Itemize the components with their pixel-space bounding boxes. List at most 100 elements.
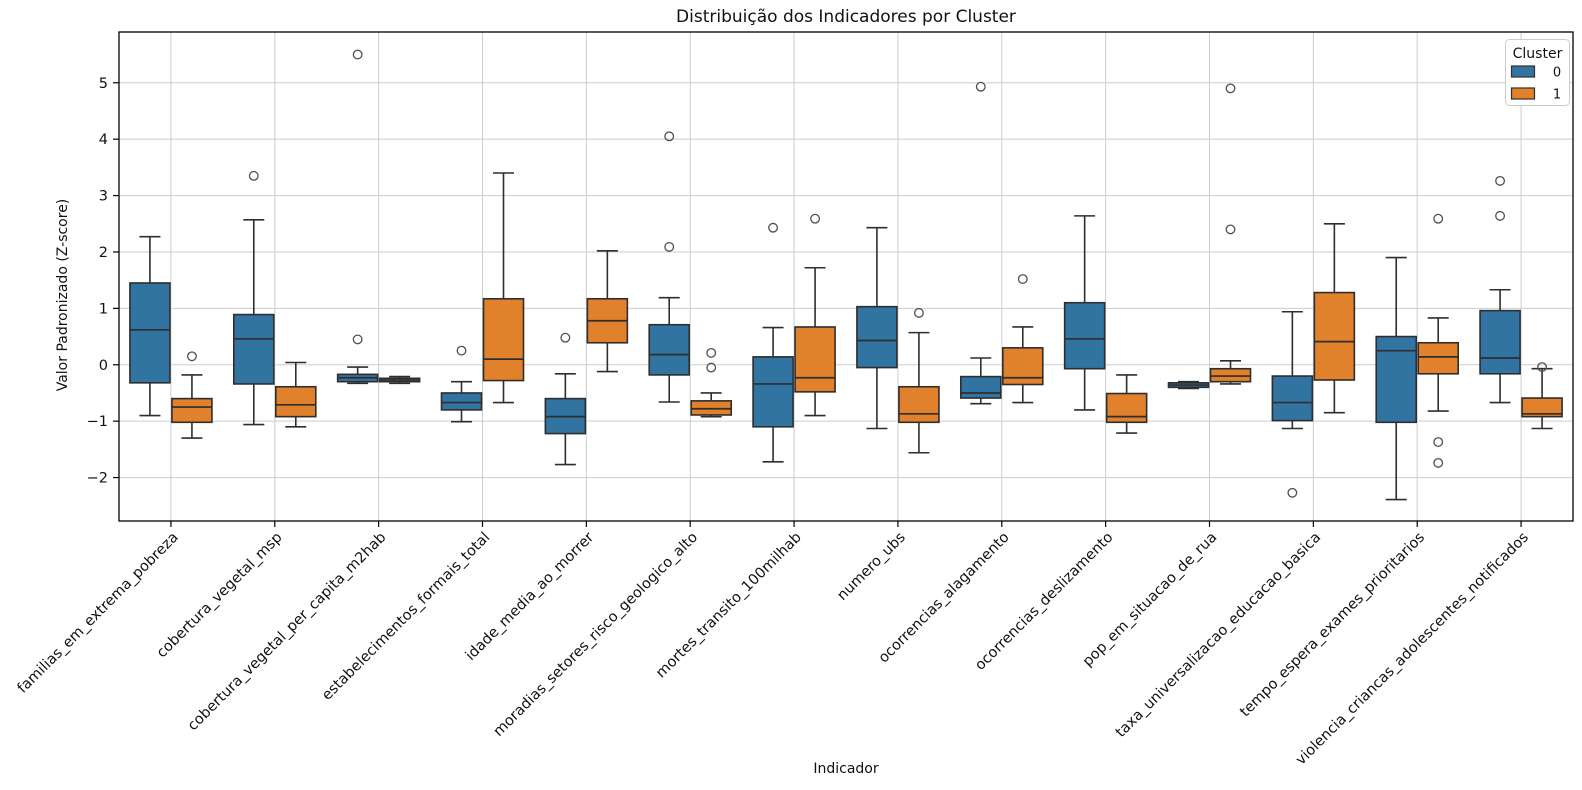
box-cluster0-ocorrencias_deslizamento [1063, 215, 1106, 411]
outlier-point [810, 213, 821, 224]
iqr-box [1001, 347, 1044, 386]
iqr-box [856, 305, 898, 369]
outlier-point [913, 307, 924, 318]
outlier-point [248, 170, 259, 181]
iqr-box [959, 375, 1002, 399]
x-axis: familias_em_extrema_pobrezacobertura_veg… [15, 521, 1532, 768]
box-cluster0-cobertura_vegetal_per_capita_m2hab [336, 49, 379, 385]
iqr-box [482, 297, 525, 382]
box-cluster1-estabelecimentos_formais_total [482, 172, 525, 404]
outlier-point [1225, 224, 1236, 235]
box-cluster1-familias_em_extrema_pobreza [171, 351, 213, 439]
legend-title: Cluster [1513, 46, 1563, 62]
outlier-point [186, 351, 197, 362]
y-tick-label: 0 [99, 358, 108, 374]
outlier-point [1495, 175, 1506, 186]
y-axis: 5 4 3 2 1 0 −1 −2 [87, 76, 119, 487]
box-cluster0-cobertura_vegetal_msp [232, 170, 275, 426]
outlier-point [1433, 437, 1444, 447]
box-cluster0-tempo_espera_exames_prioritarios [1375, 256, 1418, 501]
box-cluster0-mortes_transito_100milhab [752, 222, 794, 463]
x-tick-label: estabelecimentos_formais_total [319, 530, 493, 704]
outlier-point [352, 49, 363, 60]
box-cluster0-idade_media_ao_morrer [544, 332, 587, 466]
outlier-point [1433, 457, 1444, 468]
y-tick-label: 1 [99, 301, 108, 317]
box-cluster0-numero_ubs [856, 226, 898, 430]
iqr-box [1271, 375, 1314, 422]
outlier-point [560, 332, 571, 343]
x-tick-label: numero_ubs [834, 530, 908, 604]
iqr-box [1313, 291, 1356, 381]
iqr-box [171, 397, 213, 424]
box-cluster0-pop_em_situacao_de_rua [1167, 380, 1210, 390]
outlier-point [1537, 362, 1548, 372]
outlier-point [456, 345, 467, 356]
box-cluster1-ocorrencias_alagamento [1001, 274, 1044, 404]
legend-swatch-cluster-1 [1510, 87, 1536, 100]
box-groups [129, 49, 1563, 501]
outlier-point [1433, 213, 1444, 224]
box-cluster1-cobertura_vegetal_msp [274, 361, 317, 428]
box-cluster1-moradias_setores_risco_geologico_alto [690, 347, 733, 418]
iqr-box [1521, 397, 1563, 418]
outlier-point [1287, 487, 1298, 498]
box-cluster0-ocorrencias_alagamento [959, 81, 1002, 405]
outlier-point [706, 347, 717, 358]
iqr-box [1063, 301, 1106, 370]
iqr-box [1417, 341, 1460, 375]
box-cluster0-moradias_setores_risco_geologico_alto [648, 131, 691, 403]
outlier-point [1225, 83, 1236, 94]
legend-label-cluster-0: 0 [1553, 66, 1561, 81]
outlier-point [1017, 274, 1028, 284]
box-cluster1-tempo_espera_exames_prioritarios [1417, 213, 1460, 468]
y-tick-label: 2 [99, 245, 108, 261]
legend-label-cluster-1: 1 [1553, 88, 1561, 103]
outlier-point [768, 222, 779, 233]
x-tick-label: familias_em_extrema_pobreza [15, 530, 182, 697]
chart-title: Distribuição dos Indicadores por Cluster [676, 7, 1016, 27]
x-tick-label: violencia_criancas_adolescentes_notifica… [1293, 530, 1532, 769]
x-tick-label: taxa_universalizacao_educacao_basica [1113, 530, 1324, 741]
box-cluster1-cobertura_vegetal_per_capita_m2hab [378, 375, 421, 385]
iqr-box [1105, 392, 1148, 424]
iqr-box [129, 282, 171, 384]
legend: Cluster 0 1 [1505, 39, 1570, 106]
box-cluster1-numero_ubs [898, 307, 940, 454]
box-cluster1-mortes_transito_100milhab [794, 213, 836, 417]
box-cluster0-familias_em_extrema_pobreza [129, 235, 171, 417]
outlier-point [352, 334, 363, 345]
x-tick-label: cobertura_vegetal_per_capita_m2hab [185, 530, 390, 735]
iqr-box [440, 392, 483, 411]
y-tick-label: 4 [99, 132, 108, 148]
legend-swatch-cluster-0 [1510, 65, 1536, 78]
box-cluster1-violencia_criancas_adolescentes_notificados [1521, 362, 1563, 430]
outlier-point [664, 241, 675, 252]
outlier-point [975, 81, 986, 92]
x-tick-label: tempo_espera_exames_prioritarios [1237, 530, 1428, 721]
gridlines [119, 32, 1573, 521]
x-axis-label: Indicador [813, 761, 879, 777]
iqr-box [648, 323, 691, 376]
iqr-box [274, 385, 317, 418]
y-tick-label: −2 [87, 471, 108, 487]
iqr-box [1479, 309, 1521, 375]
box-cluster0-violencia_criancas_adolescentes_notificados [1479, 175, 1521, 404]
box-cluster1-ocorrencias_deslizamento [1105, 374, 1148, 434]
axes-spines [118, 31, 1574, 522]
iqr-box [1375, 335, 1418, 424]
outlier-point [664, 131, 675, 142]
outlier-point [1495, 210, 1506, 221]
x-tick-label: moradias_setores_risco_geologico_alto [491, 529, 701, 739]
iqr-box [752, 356, 794, 428]
y-tick-label: 5 [99, 76, 108, 92]
iqr-box [794, 326, 836, 393]
box-cluster0-estabelecimentos_formais_total [440, 345, 483, 423]
box-cluster1-pop_em_situacao_de_rua [1209, 83, 1252, 385]
y-tick-label: 3 [99, 189, 108, 205]
box-cluster0-taxa_universalizacao_educacao_basica [1271, 310, 1314, 498]
y-tick-label: −1 [87, 414, 108, 430]
iqr-box [898, 385, 940, 424]
